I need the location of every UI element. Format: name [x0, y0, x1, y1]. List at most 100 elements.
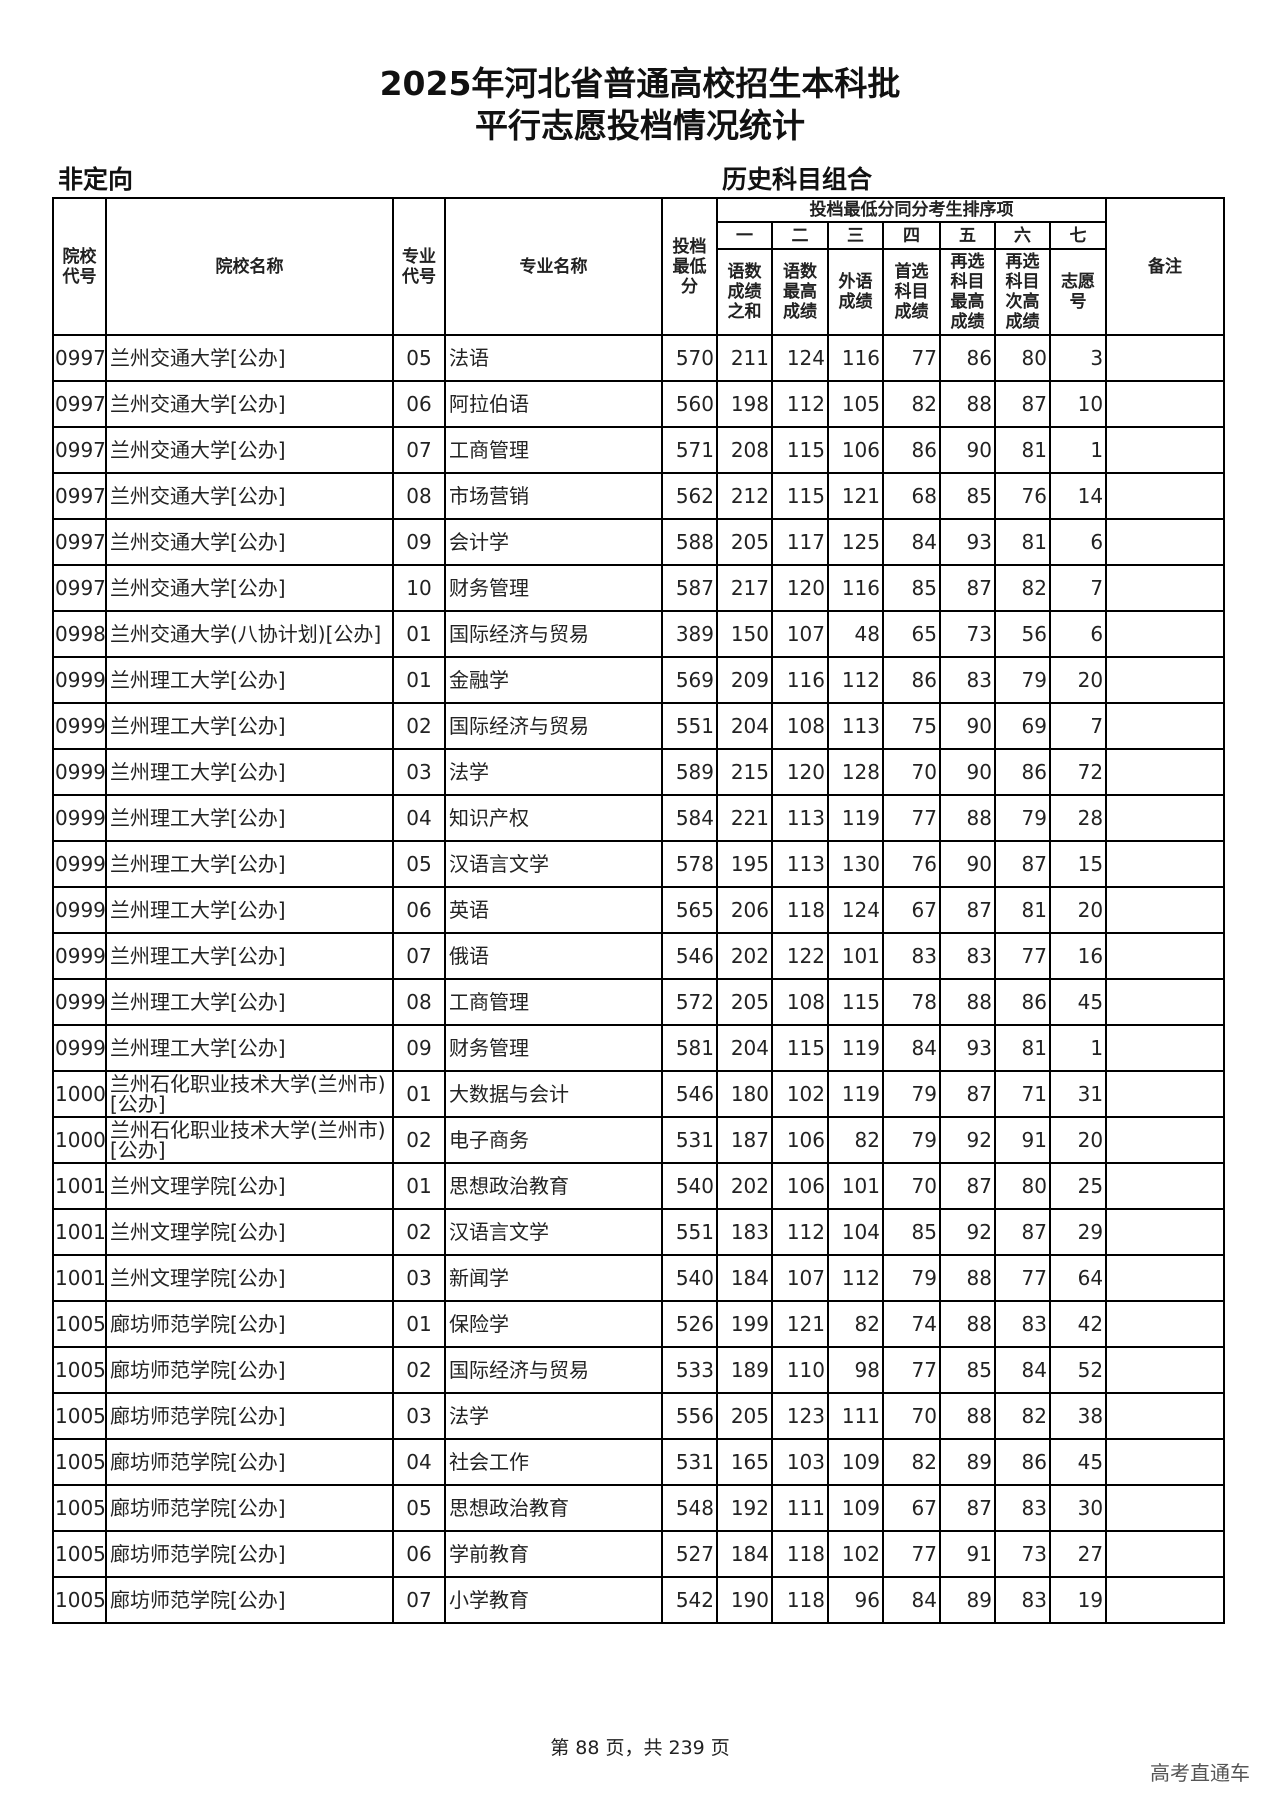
cell-min-score: 527: [661, 1530, 718, 1578]
header-tiebreak-group: 投档最低分同分考生排序项: [715, 197, 1108, 223]
table-row: 1000 兰州石化职业技术大学(兰州市)[公办] 01 大数据与会计 546 180 102…: [52, 1070, 1226, 1118]
cell-school-code: 1001: [52, 1254, 107, 1302]
cell-major-code: 01: [392, 1162, 446, 1210]
cell-second-subject-next: 56: [994, 610, 1051, 658]
cell-preference-no: 6: [1048, 518, 1108, 566]
cell-school-name: 兰州交通大学[公办]: [105, 518, 394, 566]
header-remarks: 备注: [1105, 197, 1226, 336]
cell-chinese-math-sum: 205: [716, 978, 773, 1026]
header-rank-label-6: 再选科目次高成绩: [994, 248, 1051, 336]
cell-second-subject-max: 89: [939, 1438, 996, 1486]
cell-school-name: 兰州交通大学(八协计划)[公办]: [105, 610, 394, 658]
cell-school-code: 0997: [52, 334, 107, 382]
cell-chinese-math-max: 123: [771, 1392, 829, 1440]
cell-foreign-language: 82: [827, 1116, 884, 1164]
cell-chinese-math-max: 108: [771, 702, 829, 750]
cell-remarks: [1105, 564, 1226, 612]
cell-remarks: [1105, 1024, 1226, 1072]
cell-min-score: 587: [661, 564, 718, 612]
cell-first-subject: 84: [882, 518, 941, 566]
cell-remarks: [1105, 1346, 1226, 1394]
cell-preference-no: 45: [1048, 1438, 1108, 1486]
cell-remarks: [1105, 1208, 1226, 1256]
cell-major-code: 06: [392, 1530, 446, 1578]
cell-chinese-math-max: 120: [771, 564, 829, 612]
cell-major-name: 思想政治教育: [444, 1162, 663, 1210]
cell-foreign-language: 98: [827, 1346, 884, 1394]
cell-first-subject: 79: [882, 1116, 941, 1164]
cell-school-name: 兰州理工大学[公办]: [105, 656, 394, 704]
cell-first-subject: 78: [882, 978, 941, 1026]
cell-preference-no: 3: [1048, 334, 1108, 382]
table-row: 0997 兰州交通大学[公办] 08 市场营销 562 212 115 121 68 85 76 14: [52, 472, 1226, 520]
header-min-score: 投档最低分: [661, 197, 718, 336]
cell-chinese-math-max: 115: [771, 1024, 829, 1072]
cell-min-score: 572: [661, 978, 718, 1026]
cell-chinese-math-max: 108: [771, 978, 829, 1026]
cell-major-code: 02: [392, 1346, 446, 1394]
cell-min-score: 540: [661, 1254, 718, 1302]
cell-foreign-language: 119: [827, 1024, 884, 1072]
cell-major-name: 阿拉伯语: [444, 380, 663, 428]
cell-remarks: [1105, 426, 1226, 474]
cell-preference-no: 30: [1048, 1484, 1108, 1532]
cell-chinese-math-sum: 198: [716, 380, 773, 428]
cell-preference-no: 20: [1048, 1116, 1108, 1164]
cell-school-name: 兰州理工大学[公办]: [105, 702, 394, 750]
cell-foreign-language: 109: [827, 1484, 884, 1532]
cell-school-code: 0997: [52, 564, 107, 612]
cell-school-name: 廊坊师范学院[公办]: [105, 1576, 394, 1624]
cell-second-subject-max: 85: [939, 472, 996, 520]
cell-second-subject-max: 87: [939, 564, 996, 612]
cell-min-score: 389: [661, 610, 718, 658]
cell-second-subject-next: 87: [994, 1208, 1051, 1256]
cell-major-code: 07: [392, 1576, 446, 1624]
cell-second-subject-next: 80: [994, 1162, 1051, 1210]
cell-major-name: 国际经济与贸易: [444, 610, 663, 658]
cell-major-name: 保险学: [444, 1300, 663, 1348]
cell-min-score: 588: [661, 518, 718, 566]
cell-major-code: 02: [392, 1208, 446, 1256]
cell-foreign-language: 101: [827, 932, 884, 980]
cell-foreign-language: 112: [827, 656, 884, 704]
table-row: 0997 兰州交通大学[公办] 05 法语 570 211 124 116 77 86 80 3: [52, 334, 1226, 382]
cell-remarks: [1105, 1070, 1226, 1118]
cell-preference-no: 19: [1048, 1576, 1108, 1624]
cell-remarks: [1105, 518, 1226, 566]
cell-school-name: 兰州交通大学[公办]: [105, 426, 394, 474]
cell-second-subject-max: 91: [939, 1530, 996, 1578]
admission-table: 院校代号 院校名称 专业代号 专业名称 投档最低分 投档最低分同分考生排序项 备…: [52, 197, 1226, 1624]
cell-school-name: 兰州理工大学[公办]: [105, 1024, 394, 1072]
cell-min-score: 542: [661, 1576, 718, 1624]
cell-remarks: [1105, 1576, 1226, 1624]
cell-first-subject: 77: [882, 794, 941, 842]
cell-min-score: 548: [661, 1484, 718, 1532]
cell-preference-no: 52: [1048, 1346, 1108, 1394]
cell-chinese-math-max: 118: [771, 1530, 829, 1578]
cell-foreign-language: 113: [827, 702, 884, 750]
cell-first-subject: 67: [882, 886, 941, 934]
cell-school-code: 1005: [52, 1300, 107, 1348]
cell-school-name: 兰州理工大学[公办]: [105, 840, 394, 888]
cell-first-subject: 68: [882, 472, 941, 520]
cell-min-score: 526: [661, 1300, 718, 1348]
page-title-line2: 平行志愿投档情况统计: [475, 106, 805, 145]
cell-major-code: 02: [392, 1116, 446, 1164]
cell-preference-no: 7: [1048, 702, 1108, 750]
cell-second-subject-max: 88: [939, 794, 996, 842]
cell-second-subject-max: 83: [939, 656, 996, 704]
cell-first-subject: 85: [882, 1208, 941, 1256]
cell-major-code: 05: [392, 840, 446, 888]
cell-major-code: 10: [392, 564, 446, 612]
table-row: 1005 廊坊师范学院[公办] 01 保险学 526 199 121 82 74 88 83 42: [52, 1300, 1226, 1348]
cell-second-subject-max: 83: [939, 932, 996, 980]
cell-foreign-language: 48: [827, 610, 884, 658]
cell-second-subject-next: 86: [994, 978, 1051, 1026]
cell-min-score: 551: [661, 1208, 718, 1256]
cell-second-subject-next: 86: [994, 748, 1051, 796]
header-rank-6: 六: [994, 221, 1051, 250]
page-number: 第 88 页，共 239 页: [550, 1737, 730, 1759]
cell-chinese-math-sum: 184: [716, 1530, 773, 1578]
cell-second-subject-next: 84: [994, 1346, 1051, 1394]
cell-chinese-math-sum: 150: [716, 610, 773, 658]
